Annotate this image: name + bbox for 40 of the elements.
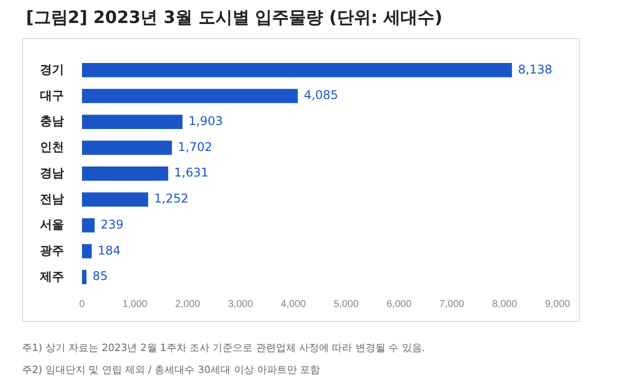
data-label: 1,702 xyxy=(178,140,212,154)
data-label: 1,903 xyxy=(188,114,223,128)
x-tick-label: 2,000 xyxy=(175,298,201,310)
x-tick-label: 0 xyxy=(79,298,86,310)
bar xyxy=(82,63,512,78)
x-tick-label: 3,000 xyxy=(228,298,254,310)
y-tick-label: 충남 xyxy=(40,114,64,128)
text: 주1) 상기 자료는 2023년 2월 1주차 조사 기준으로 관련업체 사정에 따라 변경될 수 있음. xyxy=(22,342,425,356)
data-label: 239 xyxy=(100,217,124,232)
bar xyxy=(82,166,168,181)
x-tick-label: 5,000 xyxy=(334,298,360,310)
x-tick-label: 1,000 xyxy=(122,298,148,310)
bar xyxy=(82,192,148,207)
data-label: 8,138 xyxy=(518,62,552,76)
y-tick-label: 인천 xyxy=(40,140,64,154)
y-tick-label: 제주 xyxy=(39,269,64,284)
bar xyxy=(82,244,92,258)
x-tick-label: 7,000 xyxy=(439,298,465,310)
bar xyxy=(82,88,298,104)
data-label: 1,252 xyxy=(154,192,189,206)
y-tick-label: 서울 xyxy=(40,218,64,232)
x-tick-label: 4,000 xyxy=(280,298,306,310)
bar xyxy=(82,114,183,129)
data-label: 4,085 xyxy=(304,88,338,102)
chart-title: [그림2] 2023년 3월 도시별 입주물량 (단위: 세대수) xyxy=(26,7,442,29)
data-label: 1,631 xyxy=(174,166,209,180)
x-tick-label: 9,000 xyxy=(544,298,570,310)
bar xyxy=(82,270,86,284)
bar xyxy=(82,218,95,232)
y-tick-label: 전남 xyxy=(40,192,64,206)
data-label: 85 xyxy=(92,269,108,284)
x-tick-label: 8,000 xyxy=(492,298,518,310)
x-tick-label: 6,000 xyxy=(386,298,412,310)
data-label: 184 xyxy=(98,243,121,258)
y-tick-label: 광주 xyxy=(40,244,64,258)
y-tick-label: 경남 xyxy=(40,166,64,180)
y-tick-label: 대구 xyxy=(40,88,64,102)
y-tick-label: 경기 xyxy=(40,62,64,76)
bar xyxy=(82,140,172,155)
text: 주2) 임대단지 및 연립 제외 / 총세대수 30세대 이상 아파트만 포함 xyxy=(22,364,322,378)
